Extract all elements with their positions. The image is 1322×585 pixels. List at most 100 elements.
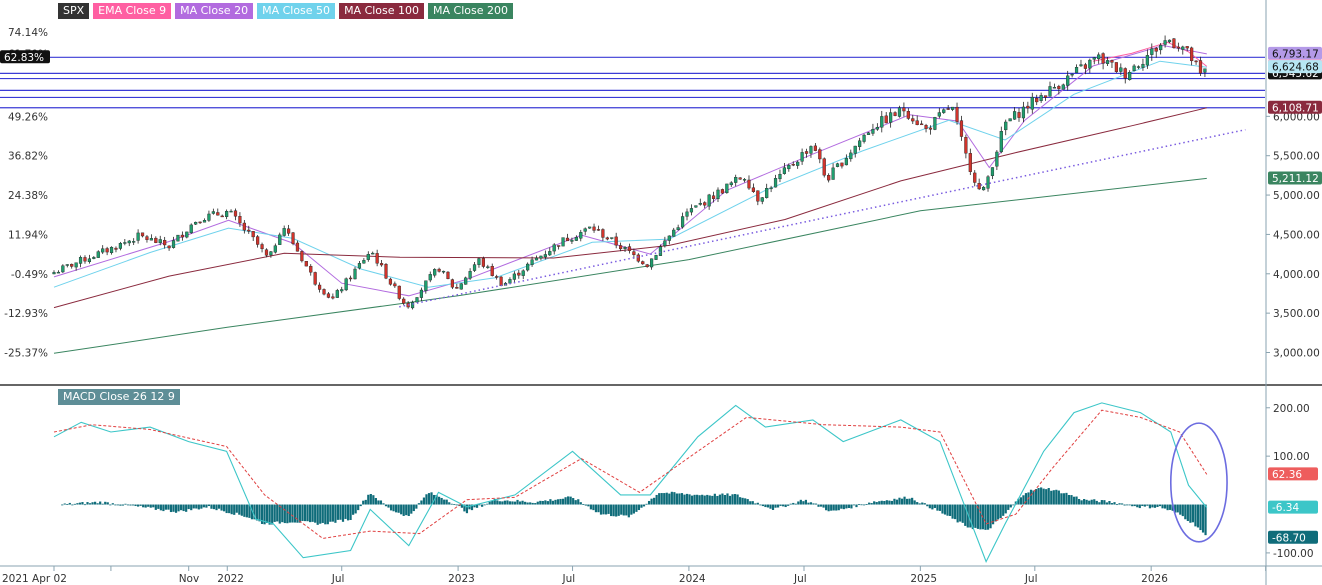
macd-histogram-bar	[109, 504, 112, 506]
macd-histogram-bar	[850, 504, 853, 509]
macd-histogram-bar	[1057, 490, 1060, 505]
macd-histogram-bar	[271, 504, 274, 525]
candle-body	[508, 279, 512, 284]
trendline-layer[interactable]	[399, 128, 1246, 308]
macd-histogram-bar	[228, 504, 231, 514]
macd-histogram-bar	[905, 498, 909, 505]
macd-histogram-bar	[245, 504, 248, 518]
candle-body	[397, 285, 401, 299]
macd-histogram-bar	[101, 503, 104, 505]
macd-histogram-bar	[1174, 504, 1177, 513]
candle-body	[601, 229, 605, 238]
macd-histogram-bar	[1002, 504, 1005, 516]
macd-histogram-bar	[827, 504, 830, 512]
macd-histogram-bar	[78, 502, 82, 505]
macd-histogram-bar	[561, 498, 565, 505]
legend-entry[interactable]: SPX	[58, 3, 90, 19]
macd-histogram-bar	[392, 504, 395, 512]
macd-histogram-bar	[1045, 489, 1048, 505]
macd-histogram-bar	[235, 504, 238, 513]
candle-body	[844, 158, 848, 166]
candle-body	[1110, 60, 1114, 63]
macd-histogram-bar	[503, 500, 506, 505]
macd-histogram-bar	[746, 499, 749, 505]
macd-label[interactable]: MACD Close 26 12 9	[58, 389, 180, 405]
candle-body	[946, 108, 950, 110]
macd-histogram-bar	[174, 504, 178, 513]
macd-histogram-bar	[1040, 487, 1043, 505]
candle-body	[1123, 68, 1127, 79]
candle-body	[804, 151, 809, 154]
macd-histogram-bar	[678, 493, 681, 505]
macd-histogram-bar	[1024, 493, 1028, 505]
macd-histogram-bar	[478, 504, 481, 506]
macd-histogram-bar	[314, 504, 317, 523]
candle-body	[472, 264, 477, 271]
macd-histogram-bar	[1166, 504, 1169, 511]
legend-entry[interactable]: MA Close 100	[339, 3, 425, 19]
candle-body	[123, 242, 127, 244]
macd-histogram-bar	[524, 501, 527, 505]
candle-body	[649, 258, 654, 268]
candle-body	[720, 189, 725, 194]
annotation-ellipse[interactable]	[1169, 422, 1228, 543]
macd-histogram-bar	[453, 504, 456, 505]
macd-histogram-bar	[860, 504, 863, 506]
trendline[interactable]	[399, 128, 1246, 308]
macd-histogram-bar	[650, 498, 653, 505]
candle-body	[1030, 96, 1034, 110]
time-axis-label: Jul	[1024, 573, 1038, 585]
macd-histogram-bar	[878, 501, 881, 505]
legend-entry[interactable]: MA Close 200	[428, 3, 514, 19]
macd-histogram-bar	[966, 504, 969, 528]
macd-histogram-bar	[331, 504, 334, 522]
macd-histogram-bar	[518, 501, 522, 505]
macd-histogram-bar	[496, 500, 499, 505]
macd-histogram-bar	[931, 504, 934, 510]
candles-layer	[52, 35, 1207, 310]
candle-body	[313, 272, 317, 285]
macd-histogram-bar	[913, 500, 916, 505]
legend-entry[interactable]: EMA Close 9	[93, 3, 172, 19]
macd-histogram-bar	[324, 504, 327, 525]
macd-histogram-bar	[357, 504, 360, 511]
candle-body	[619, 245, 623, 250]
macd-histogram-bar	[660, 493, 663, 505]
price-axis-label: 4,500.00	[1273, 229, 1320, 241]
macd-histogram-bar	[817, 504, 820, 507]
candle-body	[711, 195, 716, 199]
macd-histogram-bar	[759, 504, 762, 506]
macd-histogram-bar	[142, 504, 145, 508]
macd-histogram-bar	[217, 504, 221, 509]
macd-histogram-bar	[152, 504, 155, 508]
macd-histogram-bar	[627, 504, 630, 518]
macd-histogram-bar	[286, 504, 289, 524]
macd-histogram-bar	[1133, 504, 1136, 507]
candle-body	[278, 234, 282, 245]
horizontal-lines-layer[interactable]	[0, 56, 1265, 109]
macd-histogram-bar	[835, 504, 838, 511]
candle-body	[1172, 38, 1176, 49]
macd-histogram-bar	[435, 495, 438, 505]
candle-body	[787, 164, 791, 170]
macd-histogram-bar	[961, 504, 964, 523]
candle-body	[61, 265, 65, 273]
macd-histogram-bar	[531, 502, 534, 505]
candle-body	[202, 220, 207, 223]
legend-entry[interactable]: MA Close 20	[175, 3, 254, 19]
candle-body	[614, 236, 618, 246]
price-badge: 5,211.12	[1272, 173, 1319, 185]
macd-histogram-bar	[928, 504, 931, 509]
macd-histogram-bar	[749, 501, 752, 505]
macd-histogram-bar	[1007, 504, 1010, 510]
price-badge-bg	[1268, 60, 1322, 74]
macd-histogram-bar	[964, 504, 967, 526]
candle-body	[924, 125, 928, 129]
candle-body	[517, 272, 521, 276]
legend-entry[interactable]: MA Close 50	[257, 3, 336, 19]
macd-histogram-bar	[1136, 504, 1139, 508]
macd-histogram-bar	[225, 504, 228, 514]
candle-body	[419, 289, 424, 298]
